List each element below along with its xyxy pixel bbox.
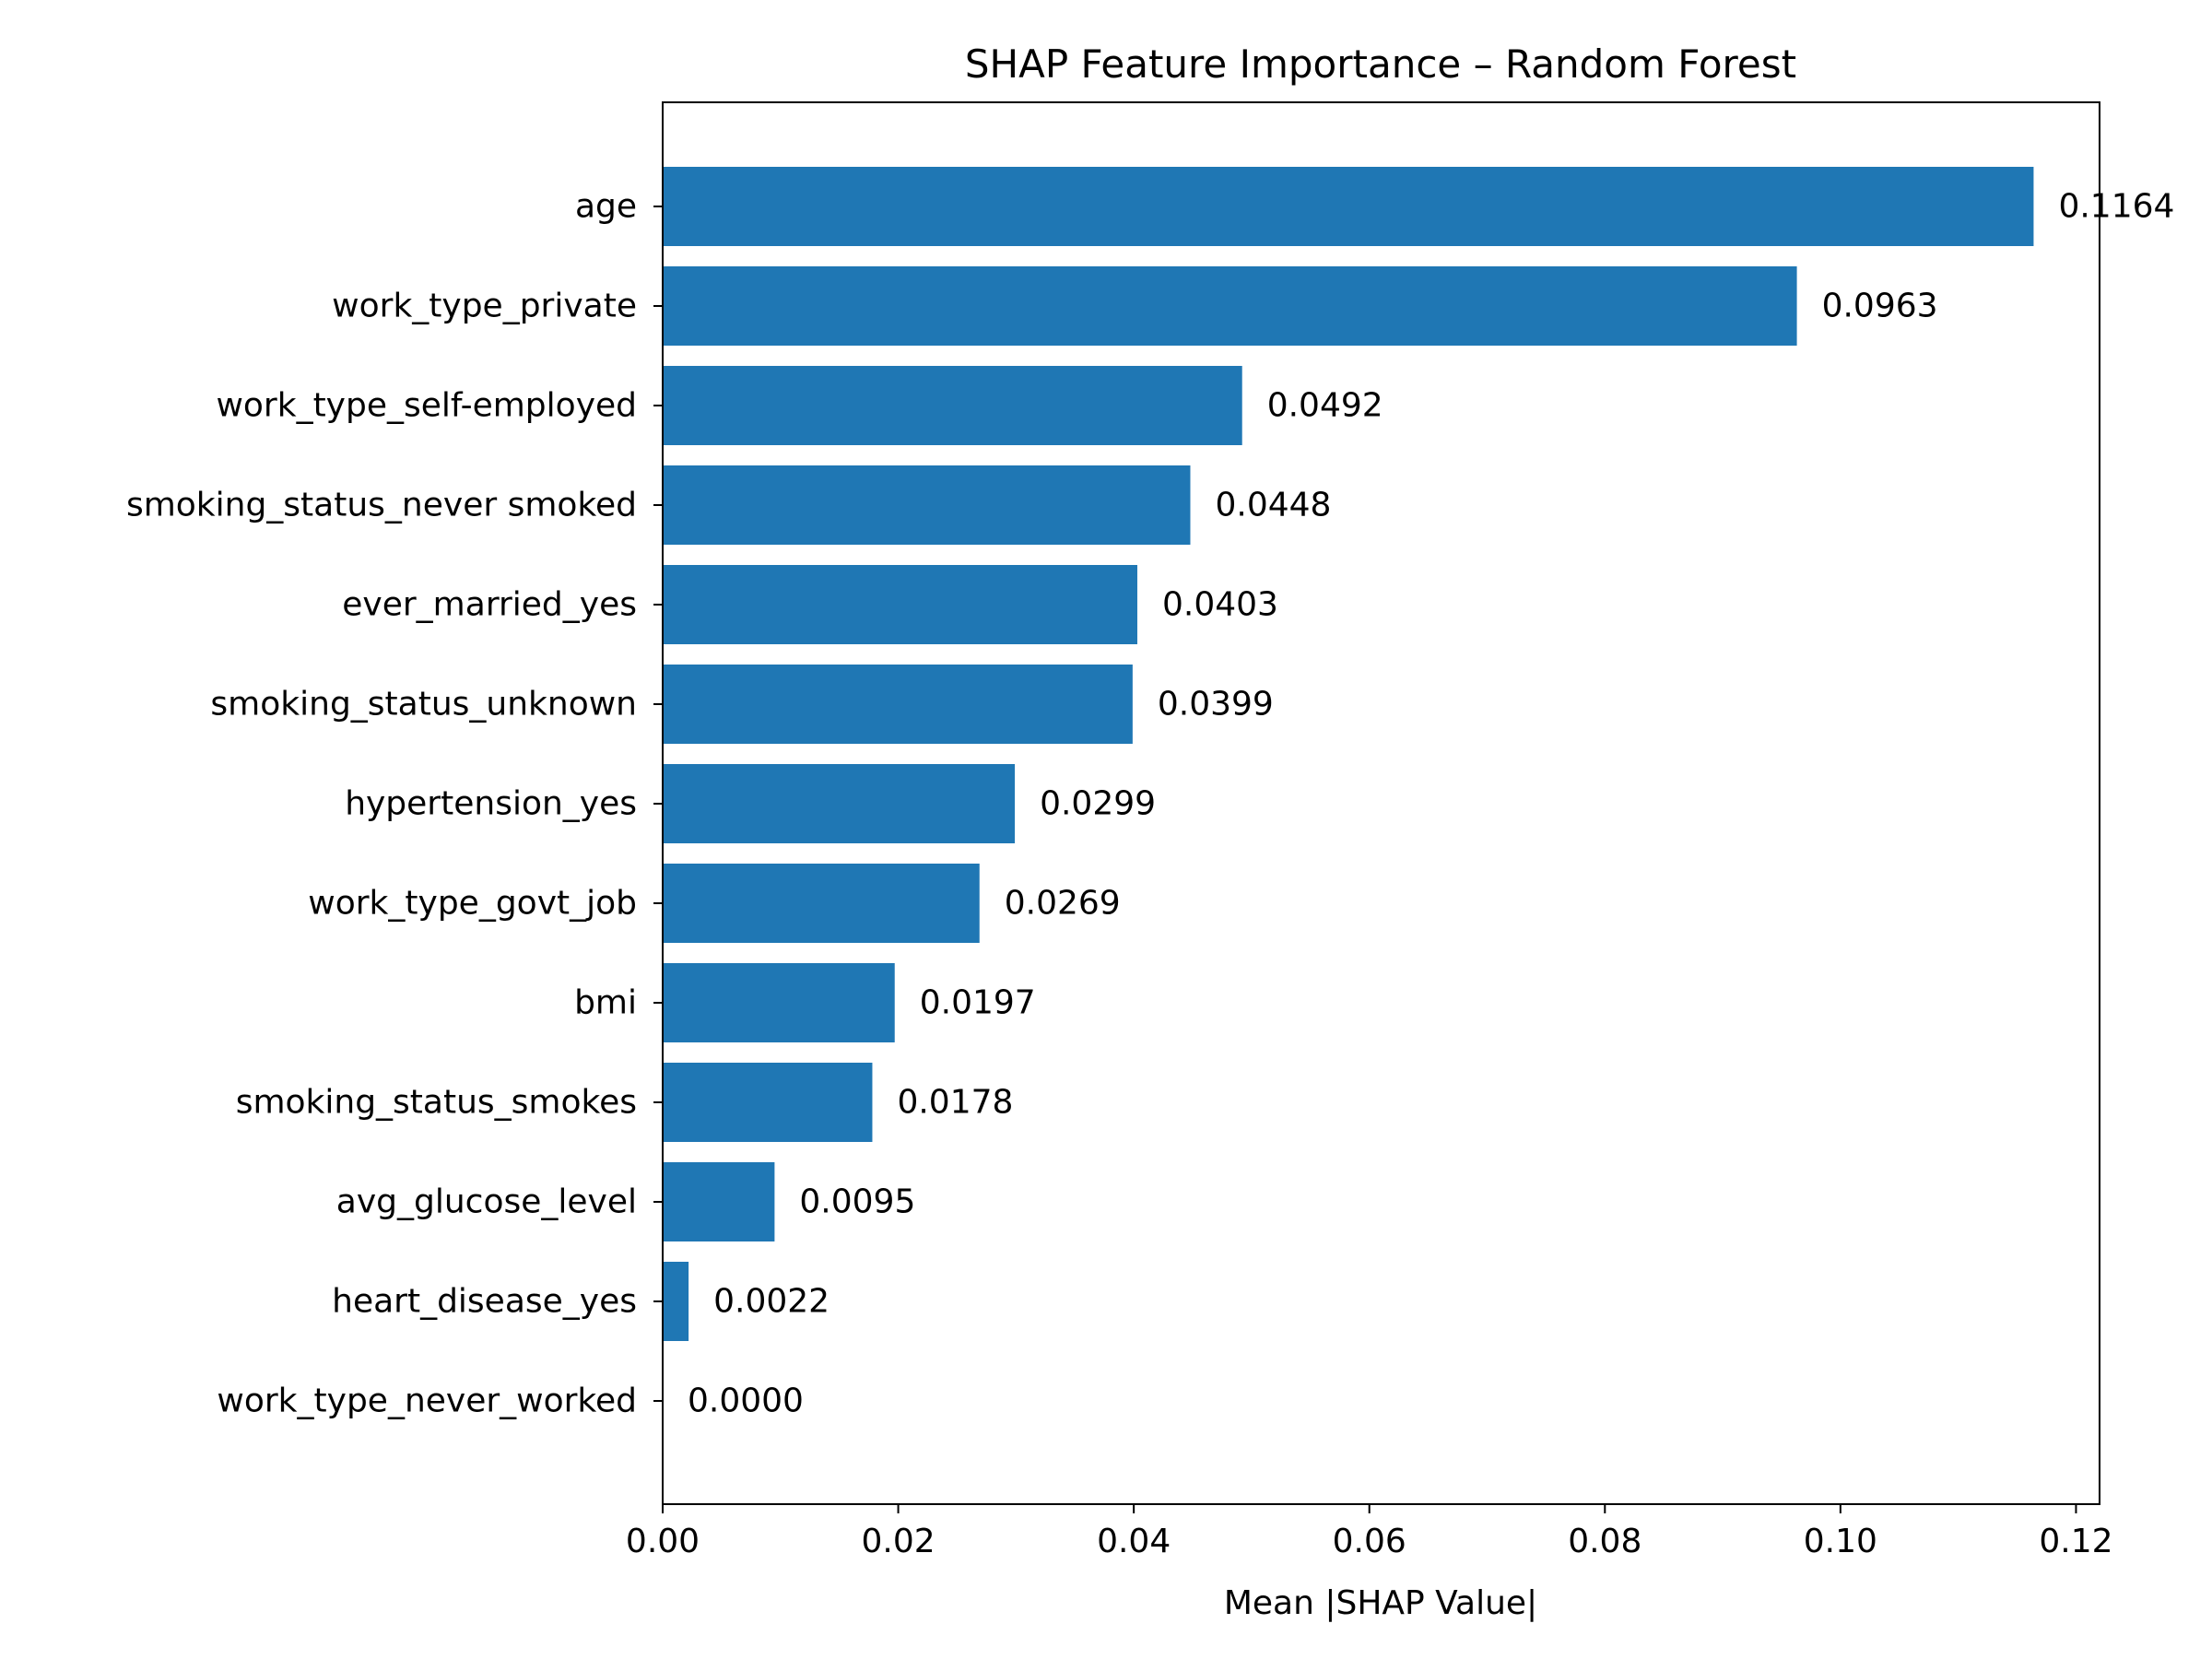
x-tick-label-4: 0.08: [1568, 1523, 1641, 1560]
value-label-0: 0.1164: [2058, 188, 2174, 226]
y-tick-label-11: heart_disease_yes: [332, 1283, 637, 1321]
x-tick-label-5: 0.10: [1804, 1523, 1877, 1560]
bar-9: [663, 1063, 873, 1142]
bar-10: [663, 1162, 775, 1241]
y-tick-label-1: work_type_private: [332, 288, 637, 325]
x-tick-label-0: 0.00: [626, 1523, 700, 1560]
bar-1: [663, 266, 1797, 346]
x-axis-label: Mean |SHAP Value|: [1224, 1584, 1537, 1622]
value-label-11: 0.0022: [713, 1283, 830, 1321]
y-tick-label-5: smoking_status_unknown: [210, 686, 637, 724]
y-tick-label-2: work_type_self-employed: [216, 387, 637, 425]
value-label-3: 0.0448: [1215, 487, 1331, 524]
bar-6: [663, 764, 1016, 843]
bar-7: [663, 864, 980, 943]
y-tick-label-0: age: [575, 188, 637, 226]
x-tick-label-6: 0.12: [2039, 1523, 2112, 1560]
bar-0: [663, 167, 2034, 246]
chart-title: SHAP Feature Importance – Random Forest: [965, 41, 1796, 87]
plot-area: age 0.1164 work_type_private 0.0963 work_typ…: [126, 101, 2174, 1560]
value-label-8: 0.0197: [920, 984, 1036, 1022]
y-tick-label-7: work_type_govt_job: [308, 885, 637, 923]
axes-frame: [662, 101, 2100, 1505]
x-tick-label-3: 0.06: [1333, 1523, 1406, 1560]
y-tick-label-8: bmi: [574, 984, 637, 1022]
y-tick-label-3: smoking_status_never smoked: [126, 487, 637, 524]
y-tick-label-6: hypertension_yes: [345, 785, 637, 823]
value-label-10: 0.0095: [799, 1183, 915, 1221]
value-label-4: 0.0403: [1162, 586, 1278, 624]
x-tick-label-1: 0.02: [861, 1523, 935, 1560]
y-tick-label-10: avg_glucose_level: [336, 1183, 637, 1221]
bar-4: [663, 565, 1137, 644]
value-label-9: 0.0178: [897, 1084, 1013, 1122]
bar-11: [663, 1262, 689, 1341]
bar-5: [663, 665, 1133, 744]
value-label-2: 0.0492: [1267, 387, 1383, 425]
bar-8: [663, 963, 895, 1042]
value-label-12: 0.0000: [688, 1382, 804, 1420]
value-label-7: 0.0269: [1005, 885, 1121, 923]
value-label-1: 0.0963: [1822, 288, 1938, 325]
value-label-6: 0.0299: [1040, 785, 1156, 823]
y-tick-label-12: work_type_never_worked: [217, 1382, 637, 1420]
x-tick-label-2: 0.04: [1097, 1523, 1171, 1560]
bar-3: [663, 465, 1191, 545]
bar-2: [663, 366, 1242, 445]
value-label-5: 0.0399: [1158, 686, 1274, 724]
y-tick-label-9: smoking_status_smokes: [236, 1084, 637, 1122]
y-tick-label-4: ever_married_yes: [342, 586, 637, 624]
